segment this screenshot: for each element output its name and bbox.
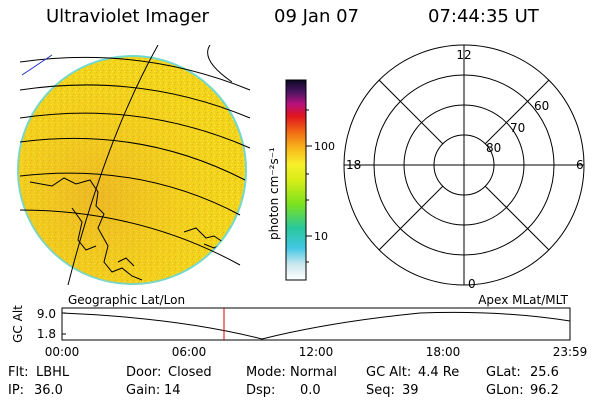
info-dsp-key: Dsp: bbox=[246, 383, 276, 398]
mlt-label-18: 18 bbox=[346, 158, 361, 172]
info-ip-value: 36.0 bbox=[34, 383, 63, 398]
orbit-timeline: Geographic Lat/Lon Apex MLat/MLT GC Alt … bbox=[11, 293, 587, 359]
info-glat-key: GLat: bbox=[486, 365, 521, 380]
time-label: 07:44:35 UT bbox=[428, 6, 539, 27]
mlat-label-60: 60 bbox=[534, 99, 549, 113]
colorbar-unit-label: photon cm⁻²s⁻¹ bbox=[267, 147, 281, 240]
info-glon-key: GLon: bbox=[486, 383, 524, 398]
mlt-label-12: 12 bbox=[456, 48, 471, 62]
info-seq-key: Seq: bbox=[366, 383, 395, 398]
timeline-ytick-max: 9.0 bbox=[37, 307, 56, 321]
geographic-grid bbox=[20, 45, 251, 285]
info-door-key: Door: bbox=[126, 365, 162, 380]
timeline-axis-label: GC Alt bbox=[11, 305, 25, 343]
info-flt-value: LBHL bbox=[36, 365, 70, 380]
mlt-label-0: 0 bbox=[468, 277, 476, 291]
info-flt-key: Flt: bbox=[8, 365, 29, 380]
colorbar-tick-10: 10 bbox=[314, 230, 328, 243]
info-gain-key: Gain: bbox=[126, 383, 161, 398]
timeline-right-label: Apex MLat/MLT bbox=[478, 293, 568, 307]
timeline-ytick-min: 1.8 bbox=[37, 327, 56, 341]
info-ip-key: IP: bbox=[8, 383, 25, 398]
polar-plot bbox=[343, 44, 585, 286]
info-mode-value: Normal bbox=[290, 365, 338, 380]
colorbar-tick-100: 100 bbox=[314, 140, 335, 153]
mlat-label-80: 80 bbox=[486, 141, 501, 155]
info-mode-key: Mode: bbox=[246, 365, 286, 380]
mlat-label-70: 70 bbox=[510, 121, 525, 135]
colorbar: 100 10 photon cm⁻²s⁻¹ bbox=[267, 79, 335, 281]
info-glat-value: 25.6 bbox=[530, 365, 559, 380]
info-gain-value: 14 bbox=[164, 383, 181, 398]
date-label: 09 Jan 07 bbox=[274, 6, 359, 27]
info-door-value: Closed bbox=[168, 365, 212, 380]
title-bar: Ultraviolet Imager 09 Jan 07 07:44:35 UT bbox=[0, 6, 600, 32]
instrument-title: Ultraviolet Imager bbox=[46, 6, 209, 27]
timeline-xtick-0600: 06:00 bbox=[172, 345, 207, 359]
timeline-left-label: Geographic Lat/Lon bbox=[68, 293, 185, 307]
mlt-label-6: 6 bbox=[576, 158, 584, 172]
info-gcalt-value: 4.4 Re bbox=[418, 365, 460, 380]
timeline-xtick-1200: 12:00 bbox=[299, 345, 334, 359]
uv-image bbox=[17, 55, 247, 285]
info-glon-value: 96.2 bbox=[530, 383, 559, 398]
altitude-curve bbox=[61, 311, 571, 340]
info-seq-value: 39 bbox=[402, 383, 419, 398]
info-dsp-value: 0.0 bbox=[300, 383, 321, 398]
timeline-xtick-1800: 18:00 bbox=[426, 345, 461, 359]
timeline-xtick-0000: 00:00 bbox=[45, 345, 80, 359]
info-gcalt-key: GC Alt: bbox=[366, 365, 412, 380]
timeline-xtick-2359: 23:59 bbox=[553, 345, 588, 359]
coastline bbox=[29, 177, 245, 281]
